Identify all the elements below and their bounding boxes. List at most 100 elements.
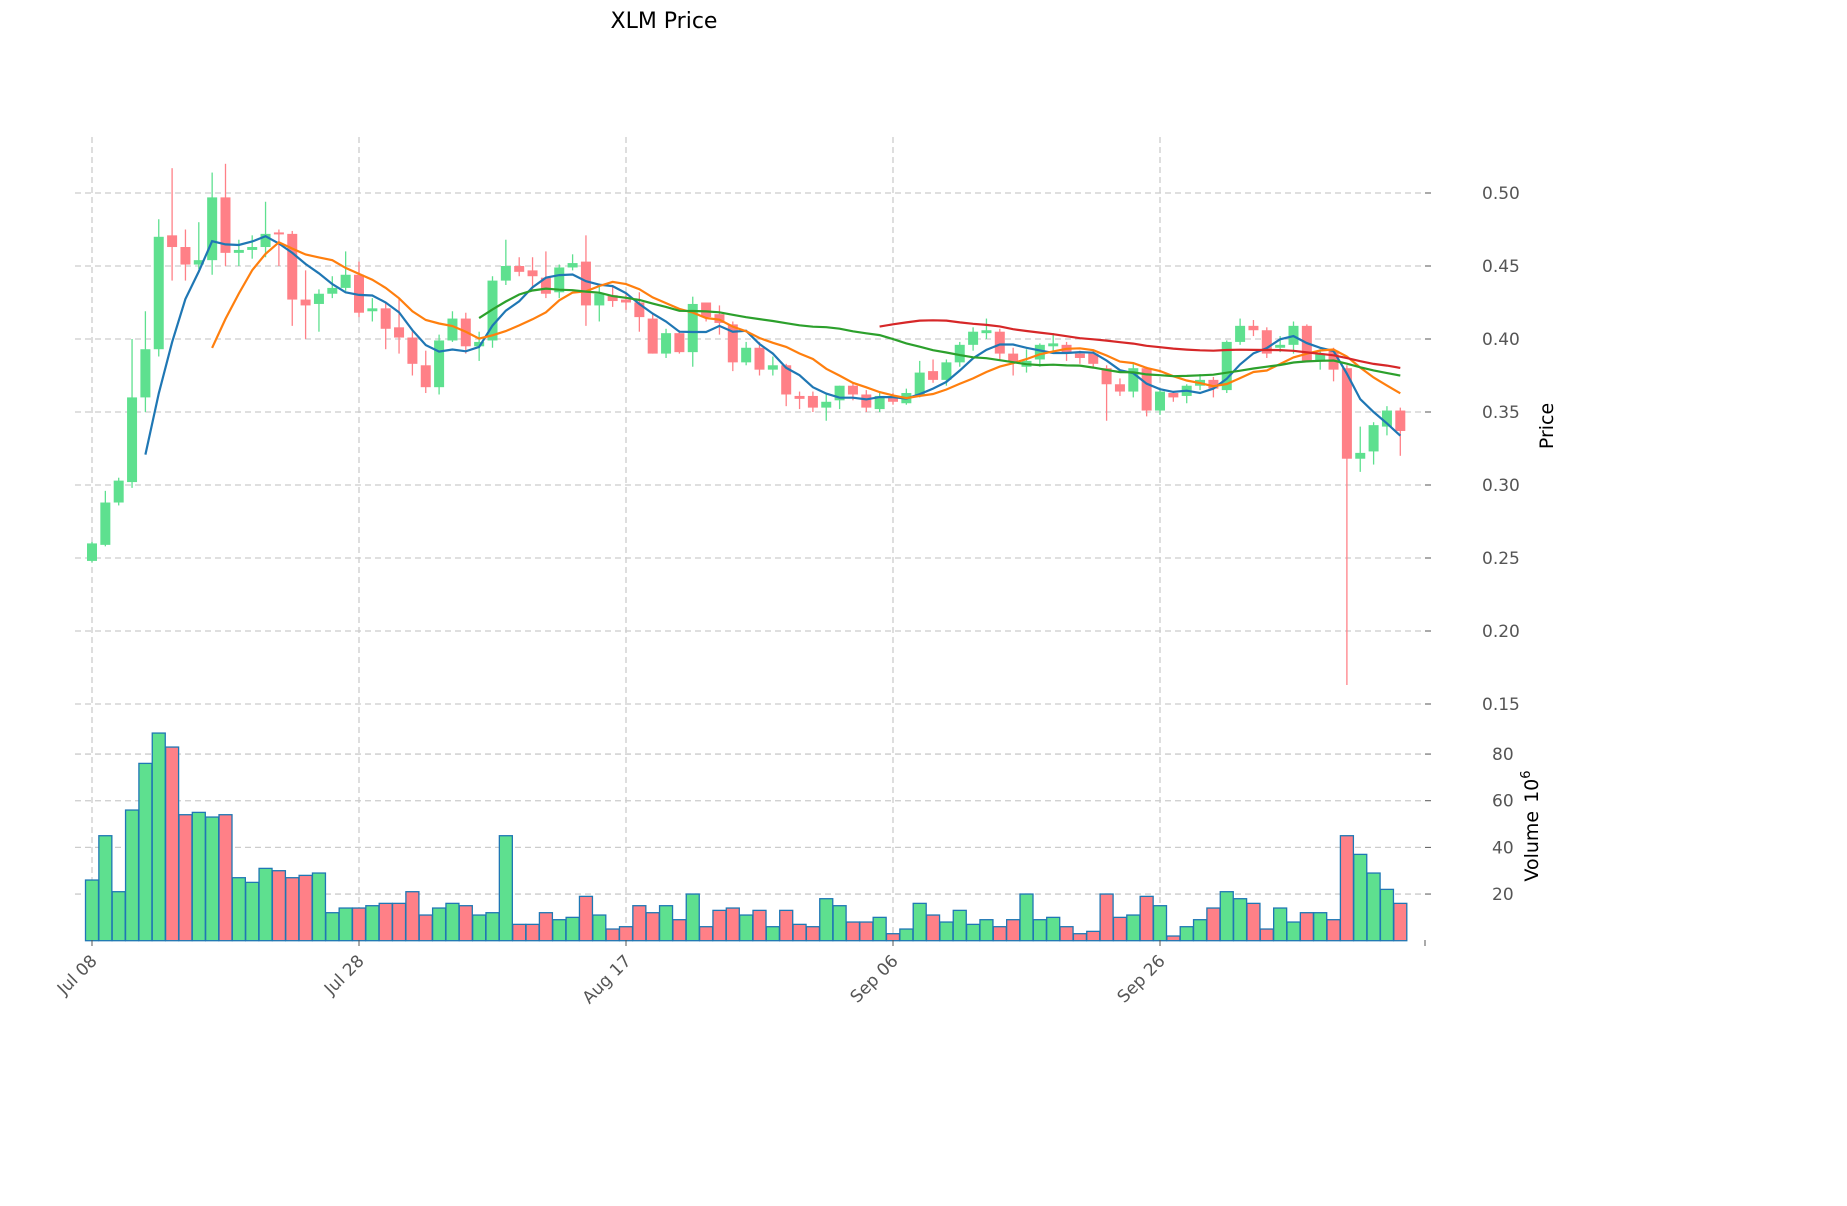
candle-body [1074, 353, 1085, 358]
candle-body [527, 270, 538, 277]
volume-bar [1019, 893, 1034, 942]
price-tick-label: 0.50 [1482, 184, 1520, 204]
chart-title: XLM Price [611, 9, 718, 34]
candle-body [1034, 344, 1045, 360]
volume-bar [645, 912, 660, 942]
volume-bar [1339, 835, 1355, 942]
price-tick-label: 0.30 [1482, 476, 1520, 496]
volume-bar [1299, 912, 1314, 942]
candle-body [661, 333, 672, 354]
candle-body [634, 302, 645, 318]
volume-bar [552, 919, 567, 942]
candle-body [714, 314, 725, 323]
candle-body [701, 302, 712, 318]
volume-bar [391, 902, 407, 942]
volume-bar [952, 909, 967, 942]
candle-body [514, 266, 525, 272]
candle-body [727, 324, 738, 363]
candle-body [1114, 384, 1125, 392]
volume-bar [298, 874, 313, 942]
volume-bar [672, 919, 687, 942]
volume-bars [84, 732, 1408, 942]
candle-body [1341, 368, 1352, 459]
volume-bar [431, 907, 447, 942]
volume-bar [805, 926, 821, 942]
volume-bar [258, 867, 273, 942]
volume-bar [965, 923, 981, 942]
volume-bar [1353, 853, 1368, 942]
volume-bar [378, 902, 393, 942]
volume-bar [351, 907, 367, 942]
date-tick-label: Aug 17 [579, 951, 636, 1008]
candle-body [207, 197, 218, 261]
candle-body [1275, 344, 1286, 348]
candle-body [754, 347, 765, 370]
candle-body [140, 349, 151, 398]
volume-bar [178, 814, 193, 942]
volume-bar [925, 914, 941, 942]
candle-body [260, 233, 271, 248]
volume-bar [698, 926, 714, 942]
volume-tick-label: 60 [1492, 792, 1514, 812]
volume-bar [565, 916, 580, 942]
candle-body [273, 232, 284, 235]
volume-bar [525, 923, 540, 942]
candle-body [914, 372, 925, 395]
candle-body [220, 197, 231, 253]
candle-body [247, 247, 258, 250]
candle-body [1395, 410, 1406, 431]
candle-body [340, 274, 351, 288]
candle-body [407, 337, 418, 364]
candle-body [807, 395, 818, 408]
volume-bar [632, 905, 647, 942]
candle-body [1141, 368, 1152, 411]
volume-bar [712, 909, 727, 942]
volume-bar [1086, 930, 1101, 942]
volume-bar [618, 926, 634, 942]
candle-body [1101, 368, 1112, 385]
volume-bar [979, 919, 994, 942]
volume-bar [285, 877, 300, 942]
volume-bar [992, 926, 1007, 942]
price-tick-label: 0.25 [1482, 549, 1520, 569]
candle-body [1355, 452, 1366, 459]
date-tick-label: Sep 26 [1114, 951, 1170, 1007]
candle-body [167, 235, 178, 248]
volume-bar [1139, 895, 1154, 942]
candle-body [847, 385, 858, 395]
volume-bar [111, 891, 126, 942]
candle-body [127, 397, 138, 483]
date-tick-label: Jul 08 [53, 951, 101, 999]
volume-bar [1112, 916, 1128, 942]
candle-body [540, 277, 551, 294]
volume-bar [1379, 888, 1395, 942]
volume-bar [739, 914, 754, 942]
volume-bar [338, 907, 353, 942]
candle-body [380, 308, 391, 329]
price-tick-label: 0.35 [1482, 403, 1520, 423]
candle-body [354, 274, 364, 313]
candle-body [1208, 379, 1219, 389]
volume-bar [164, 746, 180, 942]
candle-body [567, 263, 578, 268]
volume-bar [151, 732, 166, 942]
volume-bar [138, 762, 153, 942]
date-tick-label: Jul 28 [320, 951, 368, 999]
price-tick-label: 0.20 [1482, 622, 1520, 642]
price-tick-label: 0.15 [1482, 695, 1520, 715]
volume-exponent-base: 10 [1521, 779, 1543, 803]
candle-body [87, 543, 97, 561]
volume-bar [1192, 919, 1208, 942]
volume-bar [872, 916, 887, 942]
volume-bar [1286, 921, 1301, 942]
volume-bar [1126, 914, 1141, 942]
volume-exponent: 6 [1519, 770, 1534, 778]
candle-body [300, 299, 311, 306]
ma30-line [478, 287, 1401, 378]
candle-body [420, 365, 431, 388]
price-axis-label: Price [1536, 403, 1558, 449]
volume-bar [845, 921, 861, 942]
candle-body [781, 365, 792, 395]
volume-bar [231, 877, 247, 942]
